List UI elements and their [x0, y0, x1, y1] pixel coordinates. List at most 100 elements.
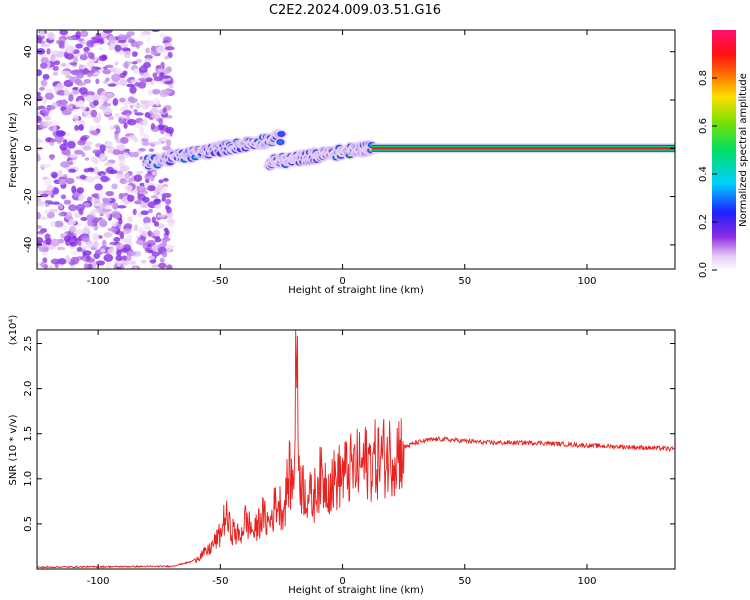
noise-mark [141, 141, 150, 147]
noise-mark [67, 104, 73, 109]
noise-mark [132, 151, 140, 158]
noise-mark [40, 79, 48, 87]
noise-mark [113, 213, 121, 219]
noise-mark [163, 80, 173, 85]
noise-mark [52, 72, 59, 76]
noise-mark [58, 179, 66, 185]
colorbar: 0.0 0.2 0.4 0.6 0.8 Normalized spectral ampl… [698, 30, 749, 278]
noise-mark [147, 89, 153, 96]
noise-mark [111, 221, 118, 227]
x-tick-label: 50 [458, 576, 471, 587]
y-tick-label: 0 [23, 145, 34, 151]
noise-mark [50, 258, 61, 265]
noise-mark [49, 120, 60, 126]
noise-mark [37, 236, 44, 244]
noise-mark [61, 110, 72, 116]
noise-mark [37, 230, 45, 235]
snr-ticks: -100 -50 0 50 100 2.5 2.0 1.5 1.0 0.5 [23, 330, 675, 587]
noise-mark [165, 139, 172, 147]
noise-mark [156, 46, 166, 54]
noise-mark [49, 154, 54, 161]
y-tick-label: -40 [23, 237, 34, 253]
noise-mark [79, 54, 88, 61]
noise-mark [37, 196, 42, 203]
noise-mark [99, 98, 105, 106]
noise-mark [151, 251, 160, 257]
noise-mark [83, 51, 90, 55]
noise-mark [109, 67, 117, 73]
y-tick-label: 20 [23, 94, 34, 107]
noise-mark [129, 260, 137, 266]
noise-mark [43, 121, 53, 127]
ridge-core-mark [278, 132, 284, 136]
noise-mark [123, 200, 129, 205]
noise-mark [50, 238, 60, 247]
noise-mark [58, 176, 67, 180]
noise-mark [117, 205, 127, 209]
noise-mark [121, 47, 131, 52]
noise-mark [141, 230, 148, 237]
noise-mark [118, 158, 126, 166]
noise-mark [50, 220, 56, 228]
y-tick-label: 1.0 [23, 471, 34, 487]
noise-mark [44, 92, 55, 100]
noise-mark [69, 241, 78, 247]
noise-mark [137, 185, 147, 193]
x-tick-label: 100 [577, 576, 596, 587]
noise-mark [68, 76, 79, 83]
noise-mark [75, 43, 83, 49]
snr-series-line [37, 330, 675, 569]
noise-mark [54, 60, 61, 66]
noise-mark [154, 198, 161, 205]
noise-mark [74, 212, 81, 218]
noise-mark [123, 184, 133, 191]
noise-mark [46, 211, 55, 219]
noise-mark [98, 190, 104, 199]
noise-mark [168, 84, 174, 89]
noise-mark [119, 72, 126, 79]
noise-mark [125, 254, 132, 262]
colorbar-tick-label: 0.6 [698, 118, 709, 134]
noise-mark [117, 34, 126, 42]
noise-mark [42, 73, 50, 80]
snr-multiplier: (x10⁴) [8, 315, 19, 346]
noise-mark [104, 162, 114, 167]
noise-mark [129, 151, 135, 158]
noise-mark [103, 231, 113, 238]
noise-mark [77, 140, 86, 146]
noise-mark [154, 237, 162, 243]
noise-mark [151, 170, 157, 176]
noise-mark [147, 185, 156, 192]
noise-mark [37, 262, 41, 268]
noise-mark [114, 44, 122, 52]
noise-mark [152, 72, 158, 78]
noise-mark [83, 78, 92, 84]
y-tick-label: 0.5 [23, 516, 34, 532]
noise-mark [40, 43, 50, 48]
noise-mark [92, 233, 100, 241]
noise-mark [85, 214, 95, 221]
noise-mark [79, 106, 88, 110]
noise-mark [85, 91, 95, 96]
noise-mark [123, 122, 128, 129]
noise-mark [105, 77, 110, 82]
noise-mark [165, 126, 174, 134]
noise-mark [114, 113, 121, 118]
noise-mark [39, 216, 48, 220]
noise-mark [148, 148, 155, 152]
noise-mark [139, 201, 149, 209]
noise-mark [37, 69, 42, 77]
noise-mark [82, 250, 92, 256]
noise-mark [65, 255, 70, 263]
noise-mark [95, 78, 100, 85]
noise-mark [122, 228, 132, 235]
noise-mark [37, 91, 42, 97]
noise-mark [60, 161, 70, 168]
noise-mark [58, 202, 64, 210]
noise-mark [83, 168, 90, 173]
noise-mark [68, 94, 74, 102]
noise-mark [144, 112, 151, 118]
noise-mark [150, 49, 159, 56]
noise-mark [121, 260, 130, 266]
spectrogram-frame [36, 29, 676, 270]
